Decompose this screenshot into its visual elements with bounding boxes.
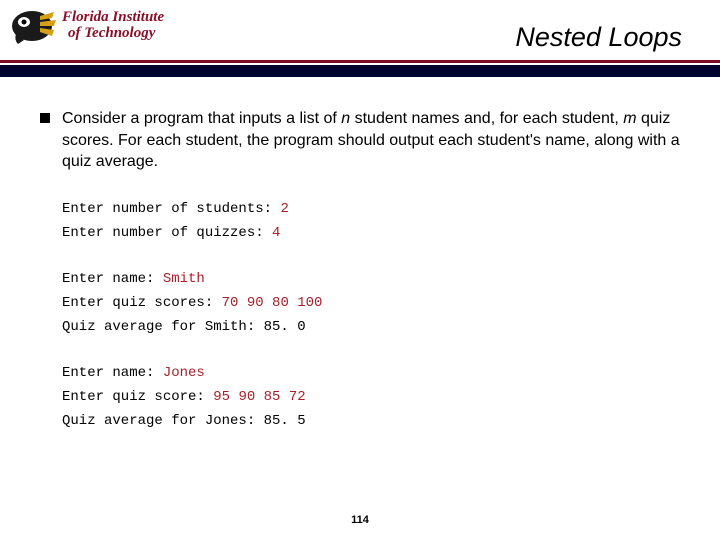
prompt-text: Enter quiz score: xyxy=(62,389,213,405)
output-line: Enter name: Smith xyxy=(62,271,680,287)
bullet-text-pre: Consider a program that inputs a list of xyxy=(62,110,341,127)
user-input: Smith xyxy=(163,271,205,287)
prompt-text: Enter number of quizzes: xyxy=(62,225,272,241)
fit-logo: Florida Institute of Technology xyxy=(10,6,164,46)
user-input: 4 xyxy=(272,225,280,241)
user-input: 95 90 85 72 xyxy=(213,389,305,405)
slide-header: Florida Institute of Technology Nested L… xyxy=(0,0,720,68)
title-bar-thin xyxy=(0,60,720,63)
logo-text: Florida Institute of Technology xyxy=(62,10,164,42)
bullet-text-mid: student names and, for each student, xyxy=(350,110,623,127)
bullet-text: Consider a program that inputs a list of… xyxy=(62,108,680,173)
prompt-text: Enter name: xyxy=(62,365,163,381)
logo-line1: Florida Institute xyxy=(62,10,164,26)
output-line: Enter number of students: 2 xyxy=(62,201,680,217)
slide-title: Nested Loops xyxy=(515,22,682,53)
output-line: Quiz average for Smith: 85. 0 xyxy=(62,319,680,335)
user-input: 70 90 80 100 xyxy=(222,295,323,311)
prompt-text: Enter name: xyxy=(62,271,163,287)
prompt-text: Enter number of students: xyxy=(62,201,280,217)
title-bar xyxy=(0,60,720,78)
slide-content: Consider a program that inputs a list of… xyxy=(40,108,680,437)
output-line: Enter quiz scores: 70 90 80 100 xyxy=(62,295,680,311)
page-number: 114 xyxy=(0,514,720,526)
panther-icon xyxy=(10,6,58,46)
bullet-m: m xyxy=(623,110,636,127)
title-bar-thick xyxy=(0,65,720,77)
bullet-square-icon xyxy=(40,113,50,123)
bullet-n: n xyxy=(341,110,350,127)
prompt-text: Enter quiz scores: xyxy=(62,295,222,311)
output-line: Enter name: Jones xyxy=(62,365,680,381)
user-input: Jones xyxy=(163,365,205,381)
output-line: Enter quiz score: 95 90 85 72 xyxy=(62,389,680,405)
output-line: Enter number of quizzes: 4 xyxy=(62,225,680,241)
logo-line2: of Technology xyxy=(62,26,164,42)
bullet-item: Consider a program that inputs a list of… xyxy=(40,108,680,173)
program-output: Enter number of students: 2 Enter number… xyxy=(62,201,680,429)
output-line: Quiz average for Jones: 85. 5 xyxy=(62,413,680,429)
user-input: 2 xyxy=(280,201,288,217)
